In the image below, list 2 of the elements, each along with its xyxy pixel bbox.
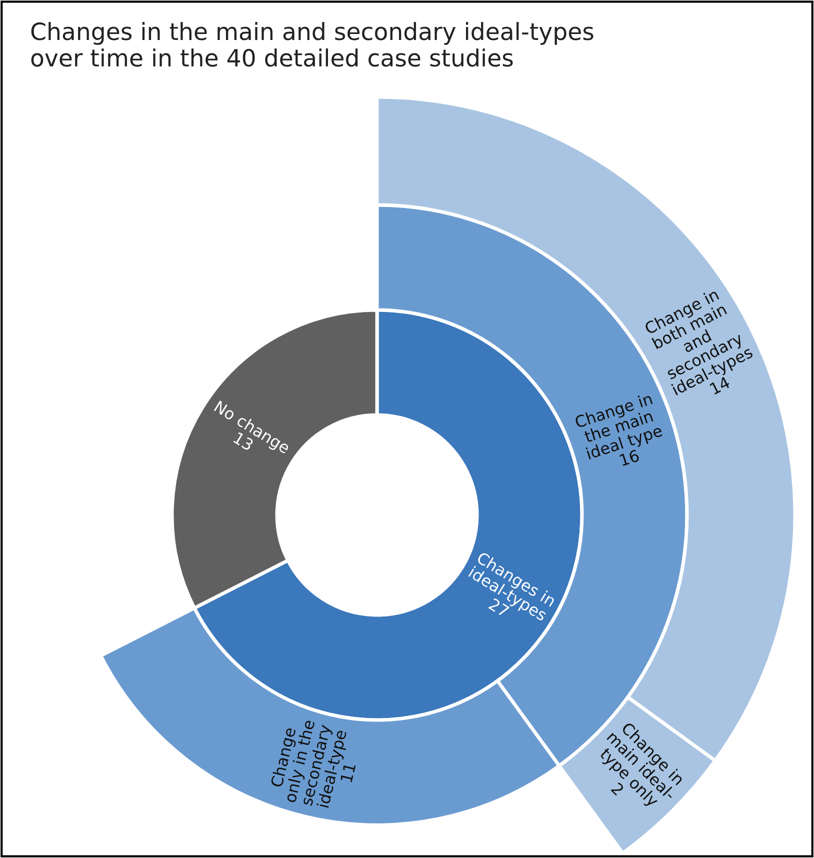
data-label: 2 [610, 782, 624, 796]
text: Changes in the main and secondary ideal-types over time in the 40 detailed case studies [31, 22, 594, 67]
